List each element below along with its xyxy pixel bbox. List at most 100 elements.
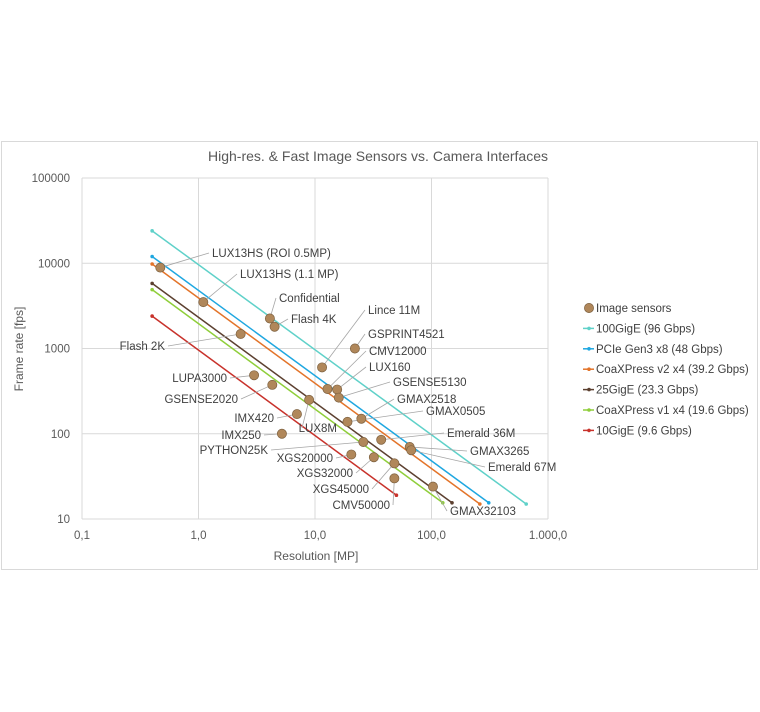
legend-label: 25GigE (23.3 Gbps): [596, 385, 698, 397]
interface-line-marker: [150, 262, 154, 266]
sensor-point: [428, 481, 438, 492]
label-leader: [203, 273, 238, 303]
label-leader: [160, 252, 210, 268]
sensor-label: IMX250: [221, 430, 261, 442]
legend-line-marker: [587, 428, 591, 433]
label-leader: [411, 449, 486, 468]
x-tick-label: 100,0: [417, 530, 446, 542]
chart-frame: High-res. & Fast Image Sensors vs. Camer…: [1, 141, 758, 570]
sensor-label: GSENSE5130: [393, 377, 467, 389]
sensor-point: [368, 452, 379, 463]
legend-label: PCIe Gen3 x8 (48 Gbps): [596, 344, 723, 356]
interface-line: [151, 230, 527, 505]
legend-label: Image sensors: [596, 303, 672, 315]
interface-line: [151, 282, 453, 504]
interface-line-marker: [150, 314, 154, 318]
label-leader: [270, 441, 364, 451]
sensor-label: GMAX2518: [397, 394, 456, 406]
interface-lines: [150, 229, 529, 506]
sensor-point: [349, 343, 360, 354]
label-leader: [381, 432, 445, 441]
legend-marker-sensors: [584, 303, 594, 313]
interface-line: [151, 315, 397, 496]
x-tick-label: 10,0: [304, 530, 326, 542]
sensor-point: [264, 313, 275, 324]
sensor-label: LUX8M: [299, 423, 337, 435]
y-tick-label: 10: [57, 514, 70, 526]
label-leader: [409, 446, 468, 452]
sensor-label: Lince 11M: [368, 305, 420, 317]
interface-line-marker: [150, 254, 154, 259]
x-tick-label: 1.000,0: [529, 530, 567, 542]
sensor-point: [249, 370, 260, 381]
sensor-label: XGS45000: [313, 484, 369, 496]
y-tick-label: 10000: [38, 258, 70, 270]
interface-line-marker: [394, 493, 399, 498]
legend-label: 100GigE (96 Gbps): [596, 323, 695, 335]
sensor-point: [269, 321, 280, 332]
sensor-label: XGS20000: [277, 453, 333, 465]
legend-line-marker: [587, 367, 591, 371]
sensor-label: CMV50000: [332, 500, 390, 512]
label-leader: [361, 398, 395, 420]
chart-title: High-res. & Fast Image Sensors vs. Camer…: [208, 148, 548, 164]
sensor-label: GSPRINT4521: [368, 329, 445, 341]
sensor-point: [332, 384, 343, 395]
sensor-points: [155, 262, 438, 492]
sensor-point: [342, 416, 353, 427]
sensor-point: [376, 434, 387, 445]
sensor-label: Flash 2K: [120, 341, 166, 353]
grid: [81, 177, 549, 520]
sensor-point: [276, 428, 287, 439]
sensor-point: [333, 392, 344, 403]
sensor-label: Emerald 36M: [447, 428, 515, 440]
sensor-point: [292, 409, 302, 420]
interface-line-marker: [478, 502, 482, 506]
sensor-label: LUX13HS (ROI 0.5MP): [212, 248, 331, 260]
y-axis-title: Frame rate [fps]: [12, 307, 26, 392]
legend-label: CoaXPress v2 x4 (39.2 Gbps): [596, 364, 749, 376]
y-axis-ticks: 10 100 1000 10000 100000: [32, 173, 70, 526]
legend-label: CoaXPress v1 x4 (19.6 Gbps): [596, 405, 749, 417]
sensor-label: Flash 4K: [291, 314, 337, 326]
x-axis-ticks: 0,1 1,0 10,0 100,0 1.000,0: [74, 530, 567, 542]
y-tick-label: 100: [51, 429, 70, 441]
legend-line-marker: [587, 387, 591, 392]
interface-line-marker: [450, 500, 454, 505]
sensor-point: [358, 437, 369, 447]
x-axis-title: Resolution [MP]: [274, 549, 359, 563]
label-leader: [371, 463, 395, 490]
sensor-label: LUX160: [369, 362, 411, 374]
label-leader: [240, 384, 273, 400]
sensor-point: [389, 458, 400, 469]
sensor-label: XGS32000: [297, 468, 353, 480]
sensor-point: [322, 384, 333, 394]
sensor-label: GMAX3265: [470, 446, 529, 458]
sensor-label: Emerald 67M: [488, 462, 556, 474]
sensor-point: [155, 262, 166, 273]
sensor-point: [304, 394, 315, 405]
sensor-label: PYTHON25K: [200, 445, 269, 457]
interface-line-marker: [524, 502, 529, 506]
legend: Image sensors 100GigE (96 Gbps) PCIe Gen3 …: [583, 303, 749, 437]
sensor-labels: LUX13HS (ROI 0.5MP) LUX13HS (1.1 MP) Confi…: [120, 248, 557, 518]
interface-line-marker: [150, 287, 154, 292]
sensor-point: [198, 297, 209, 308]
sensor-label: Confidential: [279, 293, 340, 305]
sensor-label: LUX13HS (1.1 MP): [240, 269, 339, 281]
label-leader: [336, 366, 367, 390]
y-tick-label: 1000: [44, 344, 70, 356]
sensor-point: [389, 473, 400, 484]
legend-line-marker: [587, 326, 591, 331]
sensor-label: GMAX32103: [450, 506, 516, 518]
sensor-label: LUPA3000: [172, 373, 227, 385]
x-tick-label: 1,0: [191, 530, 207, 542]
sensor-point: [346, 449, 357, 460]
legend-line-marker: [587, 347, 591, 351]
x-tick-label: 0,1: [74, 530, 90, 542]
label-leader: [327, 350, 367, 390]
sensor-point: [235, 329, 246, 339]
interface-line-marker: [150, 281, 154, 286]
sensor-point: [406, 445, 417, 456]
interface-line-marker: [150, 229, 154, 233]
